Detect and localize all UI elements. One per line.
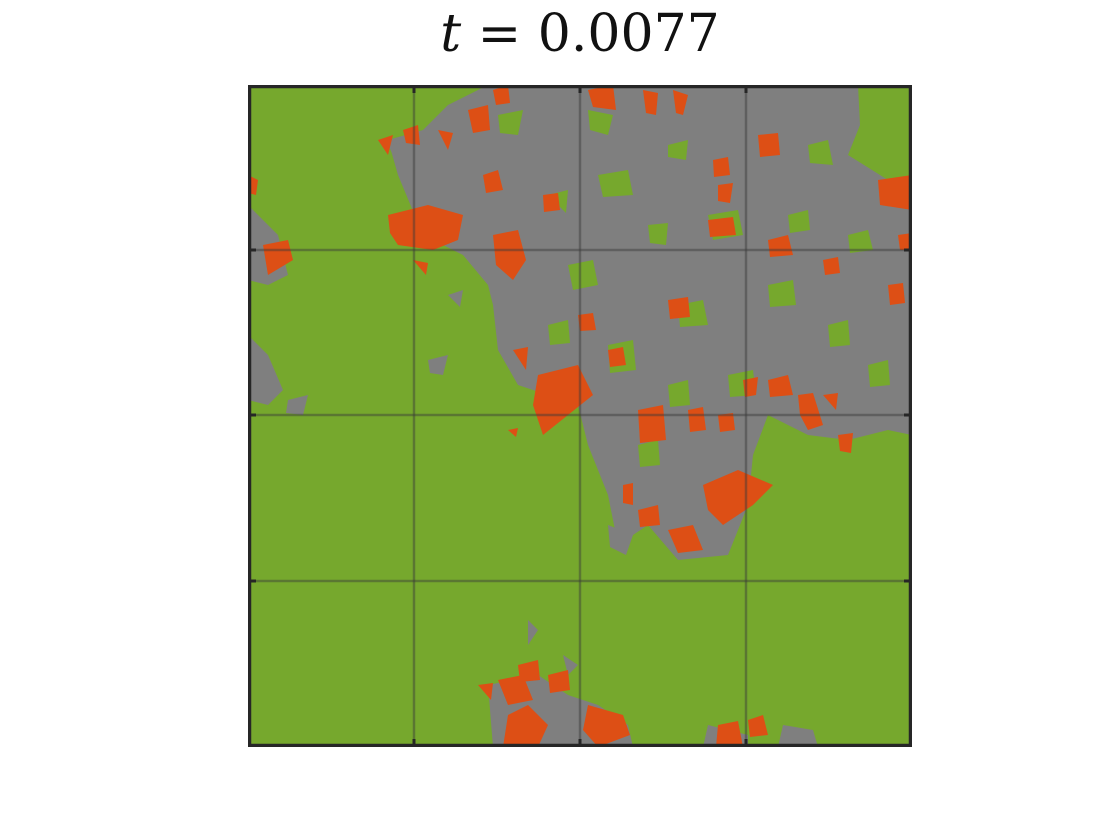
plot-title: t = 0.0077 (0, 8, 1120, 60)
simulation-field (248, 85, 912, 747)
title-variable: t (440, 4, 462, 64)
green-islands (498, 110, 890, 467)
title-value: 0.0077 (537, 4, 720, 64)
title-equals: = (461, 4, 538, 64)
gridlines (248, 85, 912, 747)
axes-frame (248, 85, 912, 747)
